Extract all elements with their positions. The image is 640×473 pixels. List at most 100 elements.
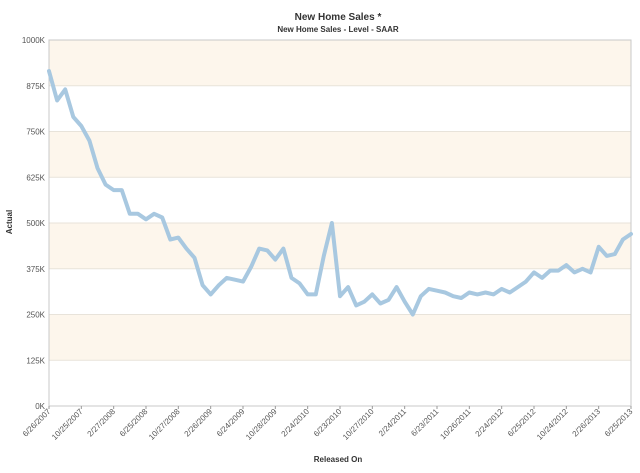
data-point[interactable] <box>95 166 100 170</box>
data-point[interactable] <box>370 292 374 296</box>
series-layer <box>47 69 633 317</box>
data-point[interactable] <box>362 300 366 304</box>
y-axis-title: Actual <box>5 210 14 234</box>
data-point[interactable] <box>435 289 439 293</box>
data-point[interactable] <box>467 290 471 295</box>
y-tick-label: 500K <box>26 219 45 228</box>
y-tick-label: 250K <box>26 311 45 320</box>
data-point[interactable] <box>273 258 277 262</box>
data-point[interactable] <box>613 252 617 256</box>
x-tick-label: 10/27/2008 <box>147 407 182 442</box>
data-point[interactable] <box>386 298 391 302</box>
data-point[interactable] <box>322 254 326 258</box>
data-point[interactable] <box>168 237 172 242</box>
data-point[interactable] <box>314 292 318 296</box>
data-point[interactable] <box>346 285 350 289</box>
data-point[interactable] <box>588 270 593 275</box>
x-tick-label: 10/24/2012 <box>535 407 570 442</box>
x-tick-label: 10/25/2007 <box>50 407 85 442</box>
data-point[interactable] <box>281 247 286 251</box>
data-point[interactable] <box>427 287 431 291</box>
data-point[interactable] <box>55 98 59 102</box>
data-point[interactable] <box>79 124 83 128</box>
data-point[interactable] <box>500 287 504 291</box>
x-tick-label: 2/24/2011 <box>377 407 408 438</box>
x-tick-label: 6/25/2008 <box>118 407 150 439</box>
data-point[interactable] <box>564 263 568 267</box>
data-point[interactable] <box>103 182 108 187</box>
data-point[interactable] <box>419 294 423 298</box>
data-point[interactable] <box>403 300 407 304</box>
plot-band <box>49 85 631 132</box>
plot-band <box>49 360 631 406</box>
data-point[interactable] <box>63 87 67 92</box>
plot-bands <box>49 40 631 406</box>
data-point[interactable] <box>217 283 221 287</box>
data-point[interactable] <box>516 285 520 289</box>
data-point[interactable] <box>411 312 415 317</box>
x-tick-label: 2/24/2010 <box>280 407 312 439</box>
data-point[interactable] <box>629 232 633 236</box>
data-point[interactable] <box>306 292 310 296</box>
data-point[interactable] <box>152 212 156 216</box>
x-tick-label: 10/28/2009 <box>244 407 279 442</box>
data-point[interactable] <box>87 139 92 143</box>
data-point[interactable] <box>394 285 399 289</box>
y-tick-label: 750K <box>26 128 45 137</box>
y-axis: 0K 125K 250K 375K 500K 625K 750K 875K 1000K <box>22 36 46 411</box>
data-point[interactable] <box>176 236 180 240</box>
x-tick-label: 2/26/2009 <box>183 407 215 439</box>
data-point[interactable] <box>483 290 488 295</box>
data-point[interactable] <box>524 279 528 284</box>
data-point[interactable] <box>451 294 455 298</box>
data-point[interactable] <box>548 268 552 273</box>
data-point[interactable] <box>556 268 560 273</box>
x-tick-label: 2/27/2008 <box>86 407 118 439</box>
data-point[interactable] <box>200 283 205 287</box>
data-point[interactable] <box>572 270 577 275</box>
data-point[interactable] <box>112 188 116 192</box>
data-point[interactable] <box>225 276 229 280</box>
data-point[interactable] <box>621 237 625 242</box>
data-point[interactable] <box>233 278 237 282</box>
data-point[interactable] <box>265 248 269 253</box>
data-point[interactable] <box>508 290 512 295</box>
chart-title: New Home Sales * <box>295 12 382 23</box>
data-point[interactable] <box>289 276 294 280</box>
data-point[interactable] <box>330 221 334 225</box>
plot-band <box>49 314 631 361</box>
y-tick-label: 0K <box>35 402 45 411</box>
data-point[interactable] <box>241 279 245 284</box>
data-point[interactable] <box>338 294 342 298</box>
data-point[interactable] <box>580 267 585 271</box>
data-point[interactable] <box>209 292 213 296</box>
data-point[interactable] <box>540 276 544 280</box>
data-point[interactable] <box>597 245 601 249</box>
data-point[interactable] <box>443 290 447 295</box>
data-point[interactable] <box>378 301 383 306</box>
data-point[interactable] <box>192 256 197 260</box>
data-point[interactable] <box>144 217 148 221</box>
x-tick-label: 6/26/2007 <box>21 407 53 439</box>
data-point[interactable] <box>249 265 253 269</box>
data-point[interactable] <box>257 247 261 251</box>
data-point[interactable] <box>71 115 75 119</box>
data-point[interactable] <box>136 212 140 216</box>
chart-subtitle: New Home Sales - Level - SAAR <box>277 25 399 34</box>
y-tick-label: 375K <box>26 265 45 274</box>
data-point[interactable] <box>47 69 51 73</box>
data-point[interactable] <box>532 270 536 275</box>
data-point[interactable] <box>120 188 124 192</box>
data-point[interactable] <box>354 303 358 307</box>
x-tick-label: 6/24/2009 <box>215 407 247 439</box>
data-point[interactable] <box>605 254 609 258</box>
x-tick-label: 10/27/2010 <box>341 407 376 442</box>
data-point[interactable] <box>459 296 463 300</box>
data-point[interactable] <box>184 247 189 251</box>
data-point[interactable] <box>160 215 164 220</box>
data-point[interactable] <box>475 292 480 296</box>
data-point[interactable] <box>491 292 496 296</box>
data-point[interactable] <box>297 281 302 285</box>
data-point[interactable] <box>128 212 132 216</box>
